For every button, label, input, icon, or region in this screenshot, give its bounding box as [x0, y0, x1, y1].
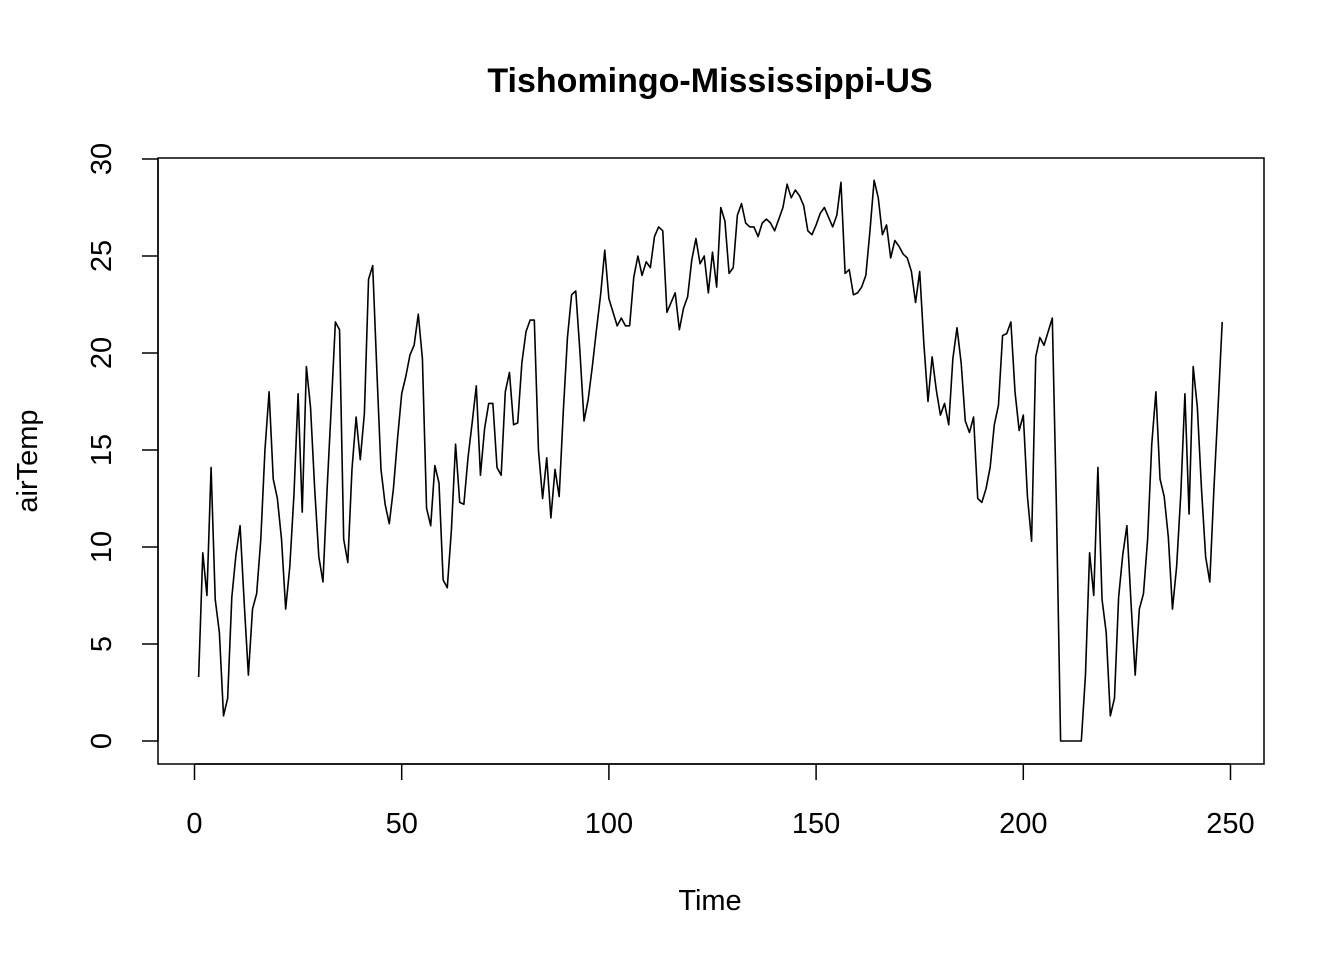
- y-tick-label: 5: [86, 636, 118, 652]
- series-layer: [197, 179, 1224, 742]
- x-tick-label: 250: [1206, 808, 1254, 840]
- y-tick-label: 0: [86, 733, 118, 749]
- y-axis: 0 5 10 15 20 25 30: [86, 143, 159, 749]
- y-tick-label: 25: [86, 240, 118, 272]
- series-line: [197, 179, 1224, 742]
- y-tick-label: 15: [86, 434, 118, 466]
- x-tick-label: 200: [999, 808, 1047, 840]
- plot-area-frame: [157, 157, 1265, 765]
- y-axis-label: airTemp: [12, 409, 44, 512]
- x-axis: 0 50 100 150 200 250: [186, 763, 1255, 840]
- x-axis-label: Time: [678, 885, 741, 917]
- x-tick-label: 0: [186, 808, 202, 840]
- x-tick-label: 150: [792, 808, 840, 840]
- x-tick-label: 100: [585, 808, 633, 840]
- x-tick-label: 50: [386, 808, 418, 840]
- chart-title: Tishomingo-Mississippi-US: [487, 62, 932, 100]
- y-tick-label: 30: [86, 143, 118, 175]
- y-tick-label: 10: [86, 531, 118, 563]
- y-tick-label: 20: [86, 337, 118, 369]
